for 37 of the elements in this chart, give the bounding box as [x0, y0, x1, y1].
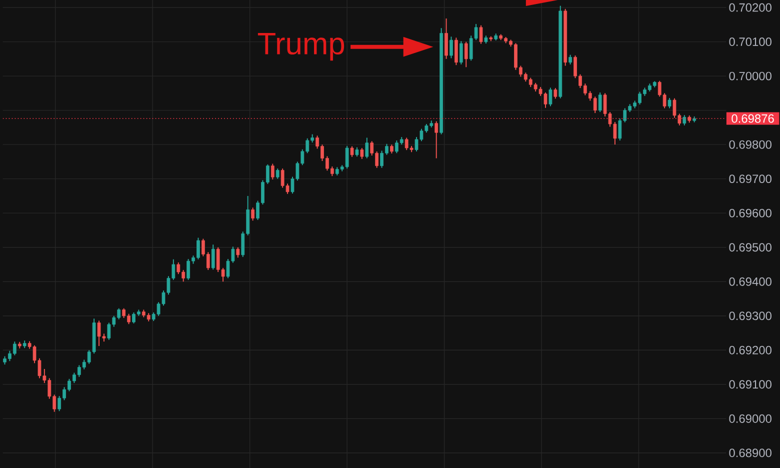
- candlestick: [350, 146, 354, 158]
- y-tick-label: 0.69100: [729, 380, 772, 388]
- candlestick: [548, 87, 552, 107]
- y-tick-label: 0.70200: [729, 3, 772, 12]
- candlestick: [276, 168, 280, 180]
- candlestick: [434, 120, 438, 159]
- candlestick: [236, 246, 240, 258]
- y-tick-label: 0.69000: [729, 414, 772, 423]
- candlestick: [454, 37, 458, 66]
- candlestick: [459, 40, 463, 65]
- candlestick: [355, 146, 359, 157]
- candlestick: [668, 97, 672, 109]
- y-tick-label: 0.70000: [729, 72, 772, 80]
- y-tick-label: 0.68900: [729, 448, 772, 457]
- y-tick-label: 0.69500: [729, 242, 772, 252]
- y-tick-label: 0.69800: [729, 140, 772, 149]
- candlestick: [251, 206, 254, 221]
- candlestick: [598, 92, 602, 112]
- candlestick: [682, 114, 686, 126]
- annotation: Trump: [258, 32, 344, 60]
- candlestick: [479, 24, 483, 44]
- candlestick: [270, 163, 274, 180]
- candlestick: [450, 36, 453, 59]
- candlestick: [554, 87, 558, 100]
- y-tick-label: 0.69400: [729, 277, 772, 286]
- y-tick-label: 0.69200: [729, 346, 772, 354]
- y-tick-label: 0.69600: [729, 208, 772, 218]
- candlestick: [365, 137, 369, 159]
- y-tick-label: 0.69300: [729, 311, 772, 320]
- candlestick: [568, 54, 572, 65]
- y-tick-label: 0.69700: [729, 174, 772, 183]
- candlestick: [360, 147, 364, 160]
- candlestick: [464, 41, 468, 68]
- candlestick: [211, 244, 215, 270]
- candlestick: [444, 18, 448, 60]
- y-tick-label: 0.70100: [729, 37, 772, 46]
- ref-line-label: 0.69876: [732, 114, 774, 123]
